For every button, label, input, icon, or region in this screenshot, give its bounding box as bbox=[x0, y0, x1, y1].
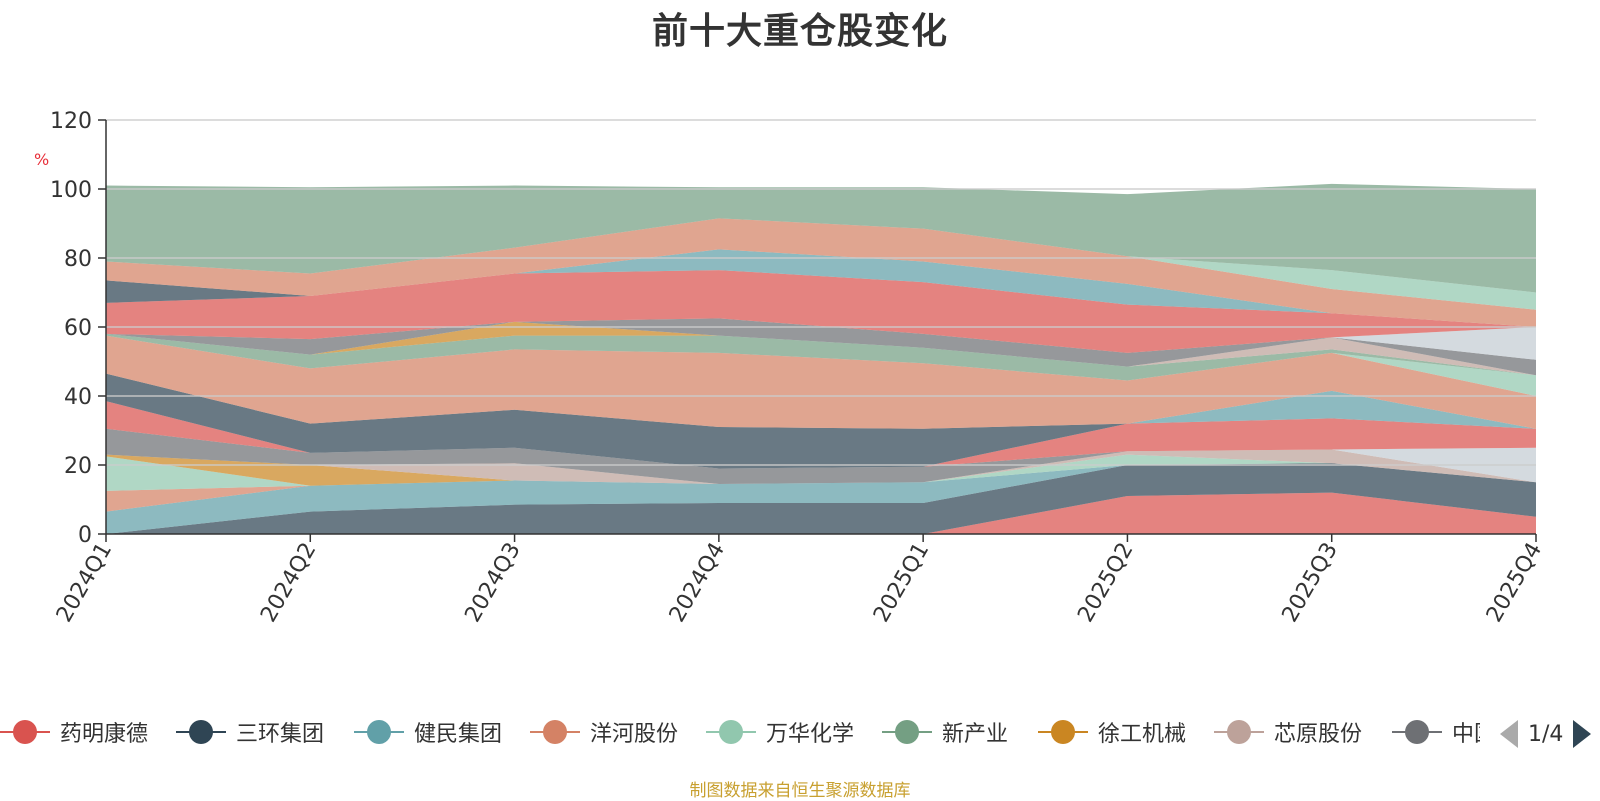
area-series-9[interactable] bbox=[106, 428, 1536, 484]
legend-label: 三环集团 bbox=[236, 722, 325, 747]
x-tick-label: 2025Q2 bbox=[1073, 539, 1138, 627]
legend-label: 洋河股份 bbox=[590, 722, 679, 747]
pager-page-text: 1/4 bbox=[1528, 721, 1564, 747]
y-tick-label: 80 bbox=[64, 247, 92, 272]
legend: 药明康德 三环集团 健民集团 洋河股份 万华化学 新产业 徐工机械 芯原股份 中国铝业 bbox=[0, 712, 1480, 752]
y-tick-label: 20 bbox=[64, 454, 92, 479]
legend-item[interactable]: 芯原股份 bbox=[1214, 712, 1362, 752]
legend-label: 徐工机械 bbox=[1098, 722, 1187, 747]
area-series-12[interactable] bbox=[106, 373, 1536, 469]
y-tick-label: 60 bbox=[64, 316, 92, 341]
x-tick-label: 2025Q4 bbox=[1482, 539, 1547, 627]
pager-next-icon[interactable] bbox=[1573, 720, 1592, 748]
legend-marker-dot bbox=[367, 720, 391, 744]
area-series-7[interactable] bbox=[106, 454, 1536, 486]
legend-label: 健民集团 bbox=[414, 722, 503, 747]
legend-label: 芯原股份 bbox=[1274, 722, 1363, 747]
y-axis-unit: % bbox=[34, 150, 50, 169]
legend-label: 万华化学 bbox=[766, 722, 855, 747]
legend-marker-line bbox=[1214, 720, 1264, 744]
y-tick-label: 40 bbox=[64, 385, 92, 410]
legend-marker-line bbox=[530, 720, 580, 744]
area-series-1[interactable] bbox=[106, 492, 1536, 534]
legend-item[interactable]: 中国铝业 bbox=[1392, 712, 1480, 752]
legend-item[interactable]: 药明康德 bbox=[0, 712, 148, 752]
x-tick-label: 2024Q1 bbox=[52, 539, 117, 627]
legend-marker-line bbox=[706, 720, 756, 744]
legend-item[interactable]: 万华化学 bbox=[706, 712, 854, 752]
area-series-18[interactable] bbox=[106, 321, 1536, 376]
legend-marker-line bbox=[1392, 720, 1442, 744]
x-tick-label: 2025Q3 bbox=[1278, 539, 1343, 627]
x-tick-label: 2025Q1 bbox=[869, 539, 934, 627]
legend-marker-line bbox=[882, 720, 932, 744]
area-series-2[interactable] bbox=[106, 463, 1536, 534]
legend-marker-dot bbox=[13, 720, 37, 744]
area-series-8[interactable] bbox=[106, 449, 1536, 484]
legend-label: 中国铝业 bbox=[1452, 722, 1480, 747]
area-series-11[interactable] bbox=[106, 401, 1536, 469]
legend-marker-dot bbox=[543, 720, 567, 744]
area-series-19[interactable] bbox=[106, 318, 1536, 376]
legend-label: 药明康德 bbox=[60, 722, 149, 747]
legend-marker-dot bbox=[1405, 720, 1429, 744]
legend-item[interactable]: 徐工机械 bbox=[1038, 712, 1186, 752]
stacked-area-chart: 0 20 40 60 80 100 120 2024Q1 2024Q2 2024Q3 2024Q4 2… bbox=[50, 109, 1547, 627]
legend-item[interactable]: 健民集团 bbox=[354, 712, 502, 752]
legend-marker-line bbox=[354, 720, 404, 744]
area-series-21[interactable] bbox=[106, 270, 1536, 353]
area-series-23[interactable] bbox=[106, 249, 1536, 327]
area-series-3[interactable] bbox=[106, 463, 1536, 534]
legend-marker-line bbox=[0, 720, 50, 744]
x-tick-label: 2024Q4 bbox=[665, 539, 730, 627]
y-tick-label: 100 bbox=[50, 178, 92, 203]
legend-label: 新产业 bbox=[942, 722, 1009, 747]
legend-marker-dot bbox=[895, 720, 919, 744]
chart-title: 前十大重仓股变化 bbox=[651, 11, 948, 52]
area-series-17[interactable] bbox=[106, 321, 1536, 376]
y-tick-label: 120 bbox=[50, 109, 92, 134]
legend-marker-line bbox=[176, 720, 226, 744]
area-series-16[interactable] bbox=[106, 333, 1536, 381]
area-series-14[interactable] bbox=[106, 335, 1536, 429]
legend-marker-dot bbox=[1051, 720, 1075, 744]
legend-marker-dot bbox=[719, 720, 743, 744]
legend-item[interactable]: 三环集团 bbox=[176, 712, 324, 752]
area-series-24[interactable] bbox=[106, 218, 1536, 327]
legend-marker-dot bbox=[189, 720, 213, 744]
area-series-group bbox=[106, 183, 1536, 534]
legend-marker-line bbox=[1038, 720, 1088, 744]
x-tick-label: 2024Q3 bbox=[460, 539, 525, 627]
pager-prev-icon[interactable] bbox=[1500, 720, 1518, 748]
area-series-26[interactable] bbox=[106, 183, 1536, 293]
x-tick-label: 2024Q2 bbox=[256, 539, 321, 627]
legend-item[interactable]: 新产业 bbox=[882, 712, 1008, 752]
y-tick-label: 0 bbox=[78, 523, 92, 548]
legend-item[interactable]: 洋河股份 bbox=[530, 712, 678, 752]
area-series-5[interactable] bbox=[106, 454, 1536, 491]
legend-marker-dot bbox=[1227, 720, 1251, 744]
legend-pager: 1/4 bbox=[1500, 716, 1592, 752]
data-source-note: 制图数据来自恒生聚源数据库 bbox=[689, 781, 911, 801]
